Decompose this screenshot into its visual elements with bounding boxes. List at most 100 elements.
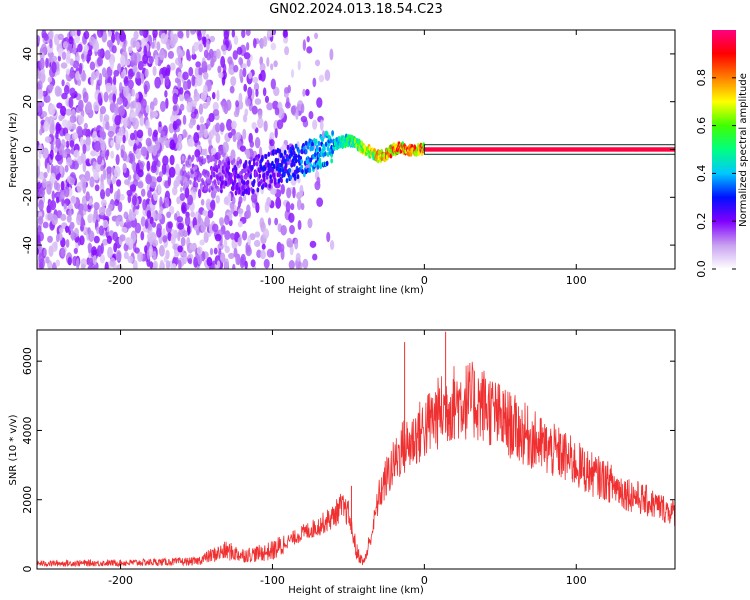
heatmap-cell — [229, 232, 235, 240]
heatmap-cell — [302, 88, 306, 97]
heatmap-cell — [176, 141, 183, 151]
heatmap-cell — [242, 194, 247, 202]
heatmap-cell — [204, 148, 208, 157]
heatmap-cell — [289, 224, 295, 235]
heatmap-cell — [118, 126, 125, 137]
heatmap-cell — [296, 198, 302, 211]
heatmap-cell — [71, 47, 77, 55]
heatmap-cell — [153, 189, 159, 202]
heatmap-cell — [93, 170, 100, 181]
snr-ylabel: SNR (10 * v/v) — [8, 414, 19, 485]
heatmap-ridge-cell — [301, 168, 304, 175]
heatmap-cell — [60, 180, 65, 191]
heatmap-cell — [37, 181, 42, 190]
heatmap-cell — [145, 119, 150, 130]
heatmap-cell — [107, 246, 113, 259]
heatmap-cell — [300, 202, 305, 211]
heatmap-cell — [47, 76, 53, 83]
heatmap-cell — [132, 117, 139, 130]
heatmap-cell — [242, 114, 248, 123]
heatmap-ridge-cell — [296, 174, 300, 180]
heatmap-cell — [248, 71, 253, 80]
heatmap-cell — [318, 74, 325, 83]
heatmap-cell — [140, 188, 146, 197]
heatmap-cell — [151, 160, 157, 172]
x-tick-label: -200 — [108, 574, 133, 587]
heatmap-cell — [80, 263, 86, 269]
heatmap-cell — [312, 77, 317, 88]
heatmap-cell — [73, 149, 80, 159]
heatmap-cell — [159, 48, 166, 61]
heatmap-cell — [223, 30, 230, 40]
heatmap-cell — [148, 55, 154, 64]
heatmap-cell — [38, 252, 45, 263]
heatmap-cell — [231, 196, 236, 205]
heatmap-cell — [120, 71, 125, 79]
heatmap-cell — [215, 122, 221, 133]
snr-series-line — [37, 361, 675, 568]
heatmap-ridge-cell — [207, 158, 211, 164]
heatmap-cell — [70, 229, 75, 241]
heatmap-cell — [269, 131, 275, 141]
heatmap-ridge-cell — [181, 175, 185, 181]
colorbar-tick-label: 0.0 — [695, 260, 708, 278]
heatmap-ridge-cell — [242, 180, 246, 186]
heatmap-cell — [169, 205, 175, 215]
heatmap-ridge-cell — [199, 172, 202, 179]
heatmap-ridge-cell — [180, 180, 184, 187]
heatmap-cell — [105, 150, 109, 161]
heatmap-cell — [84, 170, 91, 182]
heatmap-cell — [169, 62, 176, 71]
heatmap-cell — [297, 60, 301, 71]
heatmap-ridge-cell — [280, 177, 283, 184]
heatmap-ridge-cell — [269, 174, 273, 180]
heatmap-ridge-cell — [311, 141, 314, 147]
heatmap-cell — [182, 71, 189, 81]
heatmap-cell — [75, 257, 80, 269]
heatmap-cell — [239, 145, 246, 152]
heatmap-cell — [273, 86, 280, 97]
heatmap-cell — [254, 98, 262, 105]
heatmap-ridge-cell — [326, 146, 330, 152]
heatmap-cell — [82, 91, 89, 104]
heatmap-cell — [69, 139, 75, 148]
heatmap-ridge-cell — [271, 160, 274, 166]
heatmap-cell — [148, 245, 154, 258]
heatmap-cell — [209, 247, 214, 256]
heatmap-cell — [162, 155, 169, 166]
heatmap-ridge-cell — [316, 164, 320, 170]
heatmap-cell — [274, 128, 278, 139]
snr-xlabel: Height of straight line (km) — [288, 585, 424, 596]
heatmap-cell — [122, 118, 128, 129]
heatmap-cell — [244, 260, 248, 269]
heatmap-cell — [48, 115, 54, 125]
heatmap-ridge-cell — [239, 159, 242, 165]
heatmap-cell — [114, 114, 121, 126]
heatmap-ridge-cell — [231, 181, 235, 187]
heatmap-ridge-cell — [294, 143, 298, 149]
heatmap-cell — [211, 264, 215, 269]
heatmap-cell — [140, 73, 145, 84]
x-tick-label: 100 — [566, 574, 587, 587]
heatmap-cell — [116, 188, 121, 200]
snr-frame — [36, 329, 676, 570]
heatmap-ridge-cell — [181, 155, 185, 161]
heatmap-cell — [193, 132, 200, 144]
heatmap-cell — [280, 183, 285, 195]
heatmap-cell — [82, 143, 87, 154]
heatmap-cell — [189, 30, 196, 36]
heatmap-cell — [40, 111, 48, 118]
heatmap-ridge-cell — [325, 160, 329, 166]
heatmap-cell — [156, 176, 163, 183]
heatmap-cell — [47, 235, 53, 243]
heatmap-cell — [60, 62, 68, 69]
heatmap-ridge-cell — [256, 187, 260, 193]
heatmap-cell — [299, 184, 304, 197]
heatmap-cell — [112, 122, 117, 135]
heatmap-cell — [65, 140, 70, 149]
heatmap-cell — [133, 30, 139, 40]
heatmap-ridge-cell — [304, 140, 308, 146]
y-tick-label: 0 — [21, 566, 34, 573]
heatmap-cell — [253, 239, 261, 247]
heatmap-cell — [288, 260, 295, 269]
